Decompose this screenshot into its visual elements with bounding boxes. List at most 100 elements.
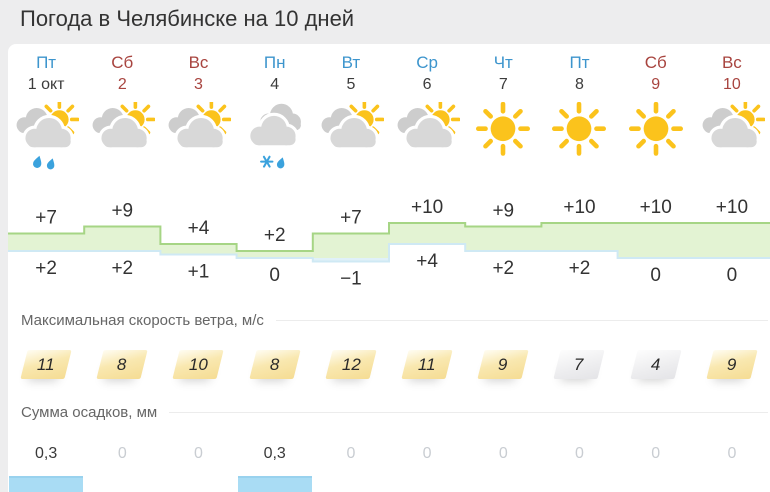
day-name[interactable]: Чт (493, 53, 513, 72)
wind-cell: 9 (465, 346, 541, 382)
cloud-sun-icon (166, 102, 232, 151)
day-name[interactable]: Пт (569, 53, 590, 72)
temp-max-label: +4 (188, 218, 210, 239)
temp-max-label: +10 (563, 197, 595, 218)
page-title: Погода в Челябинске на 10 дней (20, 6, 355, 31)
day-date[interactable]: 4 (270, 76, 280, 93)
precip-value: 0 (651, 445, 661, 462)
wind-section-header: Максимальная скорость ветра, м/с (21, 310, 770, 330)
day-name[interactable]: Вс (188, 53, 209, 72)
cloud-sun-icon (699, 102, 765, 151)
day-column-icon[interactable] (237, 98, 313, 178)
precip-header-rule (169, 411, 768, 413)
day-column-icon[interactable] (8, 98, 84, 178)
day-names-row: Пт Сб Вс Пн Вт Ср Чт Пт Сб Вс (8, 52, 770, 74)
cloud-sun-icon (90, 102, 156, 151)
day-dates-row: 1 окт 2 3 4 5 6 7 8 9 10 (8, 75, 770, 95)
wind-badge: 12 (325, 349, 377, 379)
day-column-icon[interactable] (618, 98, 694, 178)
day-column-icon[interactable] (389, 98, 465, 178)
temp-min-label: +2 (111, 258, 133, 279)
wind-value: 11 (37, 354, 55, 373)
day-column-icon[interactable] (160, 98, 236, 178)
day-date[interactable]: 7 (498, 76, 508, 93)
cloud-sun-icon (395, 102, 461, 151)
wind-row: 11 8 10 8 12 11 9 7 4 9 (8, 346, 770, 382)
day-date[interactable]: 2 (117, 76, 127, 93)
precip-value: 0 (498, 445, 508, 462)
day-date[interactable]: 8 (575, 76, 584, 93)
precip-value: 0 (422, 445, 432, 462)
day-column-icon[interactable] (313, 98, 389, 178)
wind-value: 4 (650, 354, 661, 373)
temp-min-label: 0 (650, 265, 661, 286)
wind-cell: 10 (160, 346, 236, 382)
precip-value: 0 (194, 445, 203, 462)
day-name[interactable]: Пт (36, 53, 57, 72)
precip-row: 0,3 0 0 0,3 0 0 0 0 0 0 (8, 442, 770, 466)
temp-max-label: +10 (640, 197, 672, 218)
cloud-sun-rain-icon (14, 102, 80, 170)
day-column-icon[interactable] (541, 98, 617, 178)
day-name[interactable]: Сб (644, 53, 667, 72)
temp-max-label: +10 (716, 197, 748, 218)
temp-max-label: +10 (411, 197, 443, 218)
day-column-icon[interactable] (465, 98, 541, 178)
wind-badge: 8 (96, 349, 148, 379)
precip-value: 0 (117, 445, 127, 462)
temp-min-label: +2 (492, 258, 514, 279)
day-name[interactable]: Пн (263, 53, 286, 72)
wind-cell: 11 (8, 346, 84, 382)
wind-badge: 8 (249, 349, 301, 379)
day-date[interactable]: 6 (422, 76, 432, 93)
wind-badge: 11 (401, 349, 453, 379)
wind-badge: 9 (477, 349, 529, 379)
precip-value: 0,3 (263, 445, 286, 462)
precip-bar (237, 476, 312, 492)
temp-min-label: +2 (35, 258, 57, 279)
day-date[interactable]: 9 (651, 76, 661, 93)
temp-max-label: +7 (35, 208, 57, 229)
day-column-icon[interactable] (84, 98, 160, 178)
wind-section-label: Максимальная скорость ветра, м/с (21, 311, 264, 329)
forecast-panel: Пт Сб Вс Пн Вт Ср Чт Пт Сб Вс 1 окт 2 3 4 5 6 7 8 9 10 +7 +… (8, 44, 770, 492)
precip-section-label: Сумма осадков, мм (21, 403, 158, 421)
wind-cell: 7 (541, 346, 617, 382)
wind-badge: 4 (630, 349, 682, 379)
wind-cell: 8 (84, 346, 160, 382)
wind-cell: 8 (237, 346, 313, 382)
wind-value: 9 (727, 354, 737, 373)
temp-max-label: +9 (492, 201, 514, 222)
wind-value: 9 (498, 354, 509, 373)
cloud-sun-icon (318, 102, 384, 151)
day-date[interactable]: 3 (194, 76, 203, 93)
precip-value: 0,3 (34, 445, 58, 462)
day-date[interactable]: 10 (722, 76, 741, 93)
precip-bar (9, 476, 84, 492)
precip-value: 0 (575, 445, 584, 462)
day-name[interactable]: Вт (341, 53, 361, 72)
temperature-chart: +7 +2 +9 +2 +4 +1 +2 0 +7 −1 +10 +4 +9 +2 +10 +2 +10 0 +10… (8, 197, 770, 290)
temp-min-label: 0 (269, 265, 280, 286)
wind-value: 11 (418, 354, 436, 373)
precip-value: 0 (346, 445, 356, 462)
day-name[interactable]: Сб (111, 53, 134, 72)
wind-cell: 4 (618, 346, 694, 382)
wind-header-rule (275, 319, 768, 321)
precip-value: 0 (727, 445, 737, 462)
wind-value: 10 (189, 354, 208, 373)
day-name[interactable]: Ср (416, 53, 438, 72)
day-date[interactable]: 1 окт (27, 76, 65, 93)
wind-badge: 10 (172, 349, 225, 379)
wind-value: 8 (269, 354, 280, 373)
day-name[interactable]: Вс (721, 53, 742, 72)
wind-cell: 9 (694, 346, 770, 382)
wind-cell: 11 (389, 346, 465, 382)
temp-min-label: +4 (416, 251, 438, 272)
wind-value: 7 (574, 354, 585, 373)
temp-max-label: +2 (264, 225, 286, 246)
day-date[interactable]: 5 (346, 76, 356, 93)
wind-cell: 12 (313, 346, 389, 382)
day-column-icon[interactable] (694, 98, 770, 178)
temp-min-label: 0 (727, 265, 738, 286)
